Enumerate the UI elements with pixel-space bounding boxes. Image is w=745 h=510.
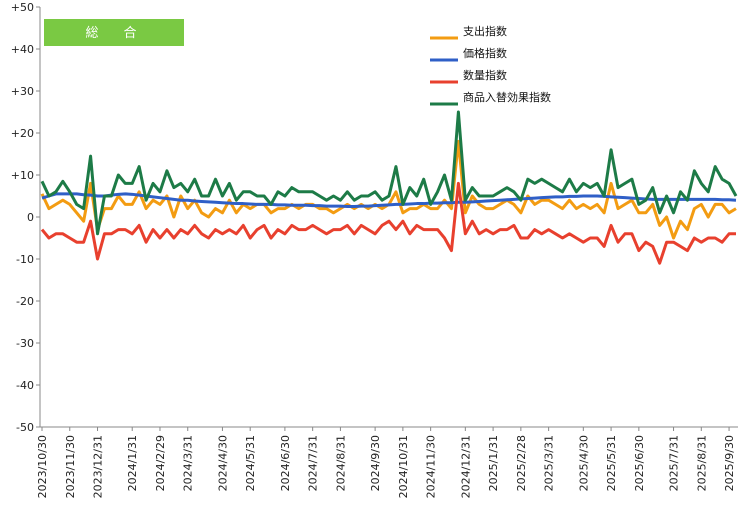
x-tick-label: 2024/5/31 [244,435,257,491]
x-tick-label: 2023/10/30 [36,435,49,498]
y-tick-label: +50 [11,1,34,14]
y-tick-label: -30 [16,337,34,350]
legend-label: 商品入替効果指数 [463,90,551,104]
x-tick-label: 2024/4/30 [216,435,229,491]
x-tick-label: 2024/2/29 [154,435,167,491]
x-tick-label: 2023/11/30 [64,435,77,498]
legend-label: 価格指数 [463,46,507,60]
series-lines [40,110,738,265]
y-tick-label: +20 [11,127,34,140]
chart-title-text: 総 合 [85,26,142,41]
y-tick-label: +10 [11,169,34,182]
y-tick-label: -40 [16,379,34,392]
x-tick-label: 2023/12/31 [92,435,105,498]
x-tick-label: 2024/8/31 [334,435,347,491]
x-tick-label: 2024/3/31 [182,435,195,491]
x-tick-label: 2024/6/30 [279,435,292,491]
x-tick-label: 2025/9/30 [723,435,736,491]
legend-label: 支出指数 [463,24,507,38]
x-tick-label: 2025/6/30 [633,435,646,491]
y-tick-group: +50 +40 +30 +20 +10 0 -10 -20 -30 -40 -50 [11,1,40,434]
x-tick-label: 2024/7/31 [307,435,320,491]
title-box [44,19,184,46]
x-tick-label: 2024/9/30 [369,435,382,491]
y-axis: +50 +40 +30 +20 +10 0 -10 -20 -30 -40 -50 [11,1,41,434]
x-axis: 2023/10/30 2023/11/30 2023/12/31 2024/1/31 2… [36,426,738,498]
y-tick-label: +30 [11,85,34,98]
x-tick-label: 2025/7/31 [668,435,681,491]
y-tick-label: -50 [16,421,34,434]
x-tick-label: 2024/11/30 [425,435,438,498]
series-line-4 [40,110,738,236]
y-tick-label: -10 [16,253,34,266]
x-tick-label: 2025/2/28 [515,435,528,491]
y-tick-label: 0 [27,211,34,224]
x-tick-label: 2025/3/31 [543,435,556,491]
series-line-3 [40,181,736,265]
legend-label: 数量指数 [463,68,507,82]
x-tick-label: 2025/4/30 [577,435,590,491]
x-tick-group: 2023/10/30 2023/11/30 2023/12/31 2024/1/31 2… [36,427,736,498]
chart-title: 総 合 [44,19,184,46]
y-tick-label: +40 [11,43,34,56]
x-tick-label: 2024/12/31 [459,435,472,498]
series-line-2 [41,192,737,208]
x-tick-label: 2024/1/31 [126,435,139,491]
x-tick-label: 2025/8/31 [695,435,708,491]
x-tick-label: 2024/10/31 [397,435,410,498]
y-tick-label: -20 [16,295,34,308]
x-tick-label: 2025/1/31 [487,435,500,491]
x-tick-label: 2025/5/31 [605,435,618,491]
